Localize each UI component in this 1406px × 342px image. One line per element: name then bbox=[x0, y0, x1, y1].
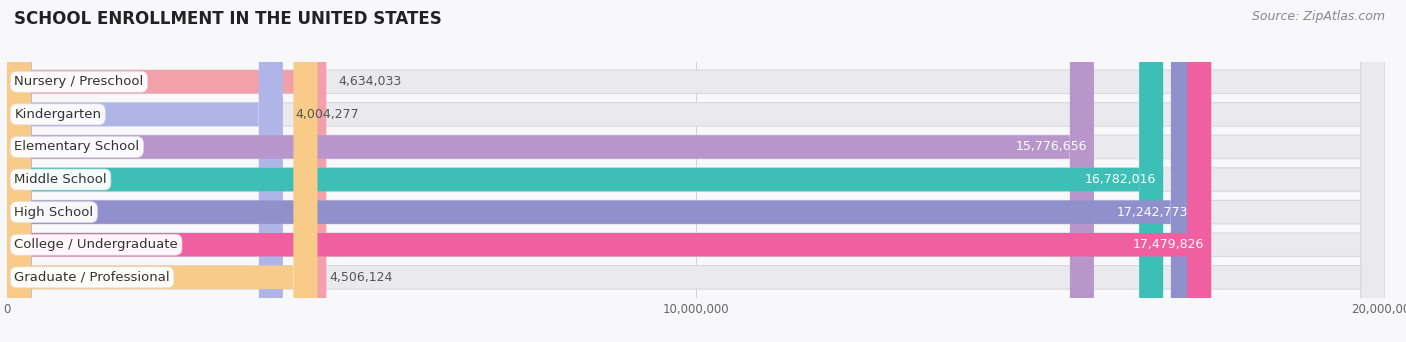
Text: 4,506,124: 4,506,124 bbox=[329, 271, 392, 284]
Text: 16,782,016: 16,782,016 bbox=[1084, 173, 1156, 186]
Text: High School: High School bbox=[14, 206, 93, 219]
Text: 17,479,826: 17,479,826 bbox=[1133, 238, 1204, 251]
FancyBboxPatch shape bbox=[7, 0, 1385, 342]
FancyBboxPatch shape bbox=[7, 0, 1385, 342]
FancyBboxPatch shape bbox=[7, 0, 1385, 342]
Text: 15,776,656: 15,776,656 bbox=[1015, 141, 1087, 154]
Text: Kindergarten: Kindergarten bbox=[14, 108, 101, 121]
FancyBboxPatch shape bbox=[7, 0, 1385, 342]
FancyBboxPatch shape bbox=[7, 0, 318, 342]
FancyBboxPatch shape bbox=[7, 0, 1094, 342]
Text: 4,634,033: 4,634,033 bbox=[339, 75, 402, 88]
FancyBboxPatch shape bbox=[7, 0, 283, 342]
Text: Elementary School: Elementary School bbox=[14, 141, 139, 154]
Text: 4,004,277: 4,004,277 bbox=[295, 108, 359, 121]
Text: SCHOOL ENROLLMENT IN THE UNITED STATES: SCHOOL ENROLLMENT IN THE UNITED STATES bbox=[14, 10, 441, 28]
FancyBboxPatch shape bbox=[7, 0, 1385, 342]
FancyBboxPatch shape bbox=[7, 0, 1385, 342]
Text: Source: ZipAtlas.com: Source: ZipAtlas.com bbox=[1251, 10, 1385, 23]
Text: Nursery / Preschool: Nursery / Preschool bbox=[14, 75, 143, 88]
Text: 17,242,773: 17,242,773 bbox=[1116, 206, 1188, 219]
Text: Graduate / Professional: Graduate / Professional bbox=[14, 271, 170, 284]
FancyBboxPatch shape bbox=[7, 0, 1385, 342]
FancyBboxPatch shape bbox=[7, 0, 326, 342]
FancyBboxPatch shape bbox=[7, 0, 1163, 342]
Text: Middle School: Middle School bbox=[14, 173, 107, 186]
FancyBboxPatch shape bbox=[7, 0, 1212, 342]
Text: College / Undergraduate: College / Undergraduate bbox=[14, 238, 179, 251]
FancyBboxPatch shape bbox=[7, 0, 1195, 342]
